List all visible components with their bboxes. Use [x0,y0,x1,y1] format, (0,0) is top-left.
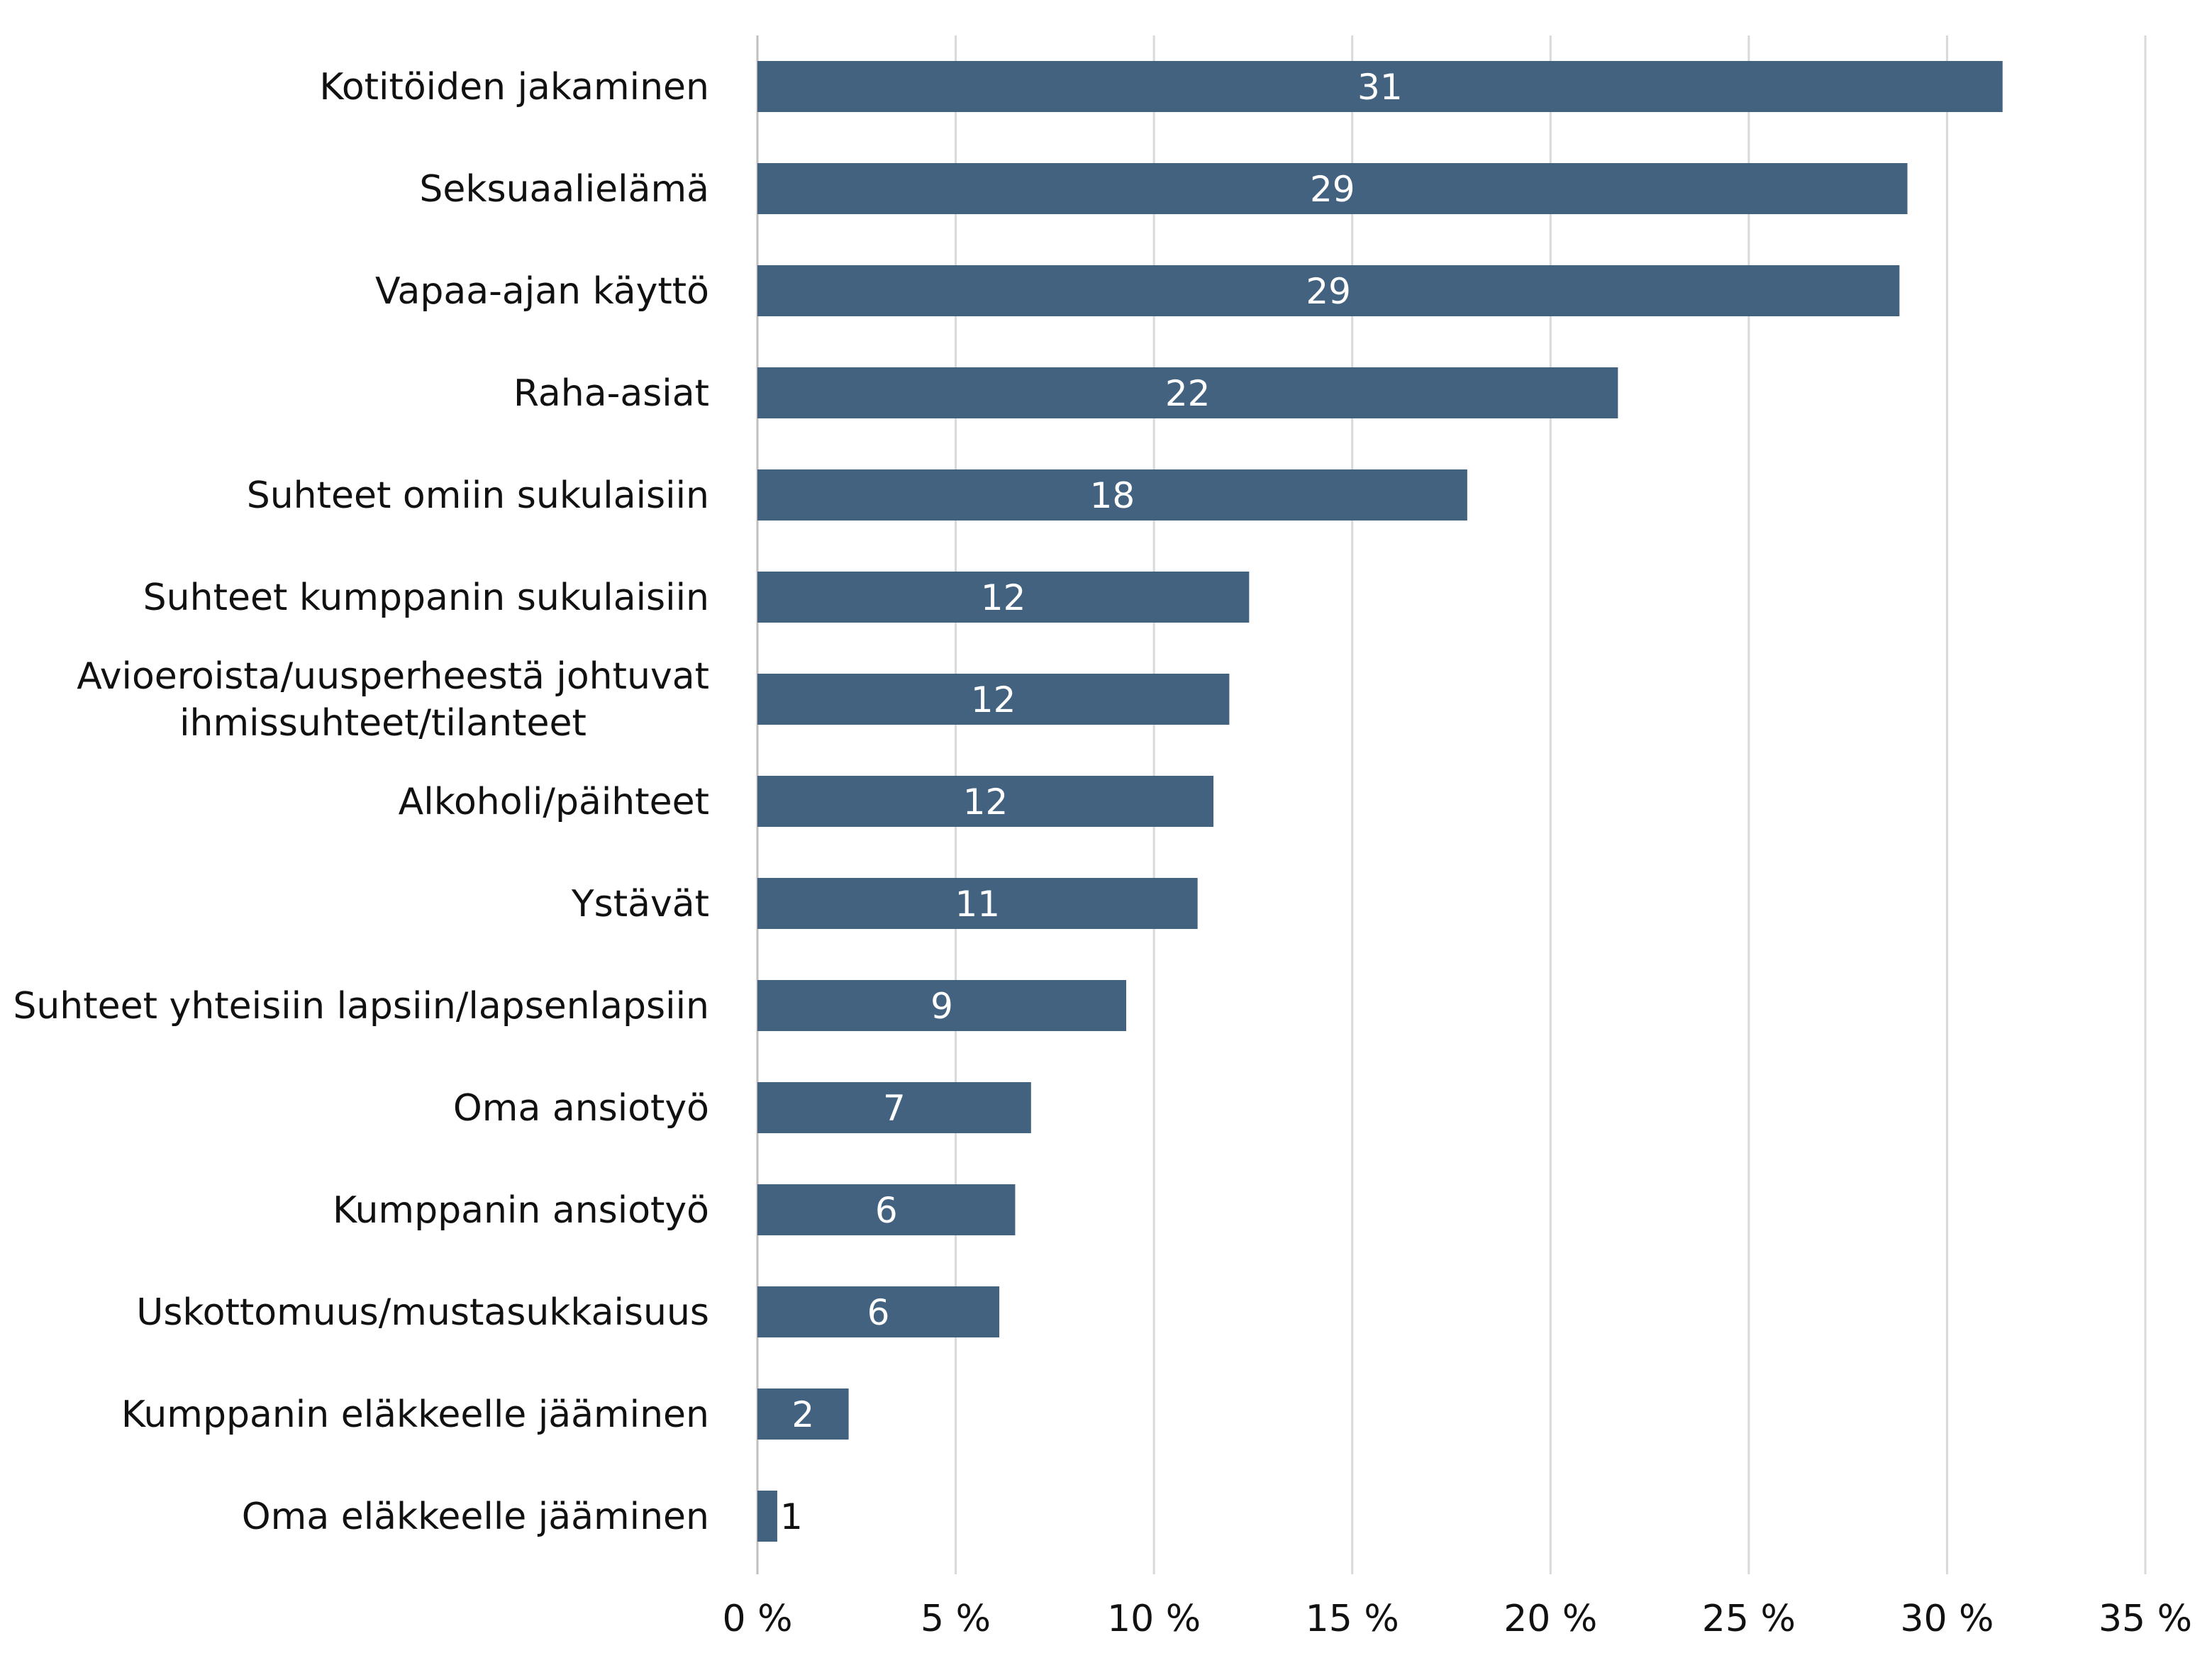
bar-data-label: 29 [1306,271,1351,312]
bar [757,674,1230,725]
x-tick-label: 0 % [722,1598,792,1640]
bars: 31 29 29 22 18 12 12 12 11 9 7 6 6 2 1 [757,61,2003,1542]
bar [757,1491,777,1542]
bar-data-label: 29 [1310,169,1355,210]
bar-data-label: 22 [1165,373,1211,414]
category-label: Uskottomuus/mustasukkaisuus [136,1291,709,1334]
category-label: ihmissuhteet/tilanteet [179,702,587,745]
bar [757,572,1250,623]
bar [757,367,1618,418]
bar [757,163,1908,214]
bar [757,980,1127,1031]
x-tick-label: 35 % [2099,1598,2192,1640]
x-tick-label: 20 % [1504,1598,1597,1640]
bar [757,1388,849,1440]
bar [757,1286,1000,1337]
category-label: Raha-asiat [513,372,709,415]
category-label: Kotitöiden jakaminen [319,66,709,108]
bar-data-label: 6 [875,1190,898,1231]
bar-data-label: 12 [971,679,1016,720]
x-tick-label: 5 % [921,1598,991,1640]
bar-data-label: 18 [1090,475,1135,516]
bar-data-label: 1 [780,1496,803,1537]
bar-data-label: 7 [883,1088,906,1129]
bar-data-label: 12 [981,577,1026,618]
category-label: Kumppanin ansiotyö [333,1189,709,1232]
category-label: Kumppanin eläkkeelle jääminen [121,1393,709,1436]
category-label: Oma eläkkeelle jääminen [242,1496,709,1538]
category-label: Alkoholi/päihteet [399,781,709,823]
bar [757,61,2003,112]
bar-data-label: 9 [930,986,953,1027]
category-label: Suhteet omiin sukulaisiin [247,474,709,517]
category-label: Ystävät [571,883,709,925]
bar-data-label: 31 [1357,67,1403,108]
x-tick-label: 10 % [1107,1598,1201,1640]
x-tick-label: 15 % [1306,1598,1399,1640]
bar-data-label: 12 [963,781,1008,823]
category-labels: Kotitöiden jakaminen Seksuaalielämä Vapaa-… [13,66,709,1538]
bar-data-label: 2 [791,1394,814,1435]
bar [757,878,1198,929]
category-label: Seksuaalielämä [419,168,709,211]
bar [757,776,1214,827]
category-label: Suhteet yhteisiin lapsiin/lapsenlapsiin [13,985,709,1028]
x-tick-label: 30 % [1900,1598,1994,1640]
bar-data-label: 11 [955,884,1001,925]
category-label: Vapaa-ajan käyttö [375,270,709,313]
bar [757,1184,1016,1235]
x-tick-label: 25 % [1702,1598,1796,1640]
bar [757,1082,1031,1133]
category-label: Oma ansiotyö [453,1087,709,1130]
x-axis-tick-labels: 0 % 5 % 10 % 15 % 20 % 25 % 30 % 35 % [722,1598,2192,1640]
category-label: Avioeroista/uusperheestä johtuvat [77,655,709,698]
bar-data-label: 6 [867,1292,890,1333]
category-label: Suhteet kumppanin sukulaisiin [143,577,709,619]
bar [757,265,1900,316]
bar [757,469,1467,521]
